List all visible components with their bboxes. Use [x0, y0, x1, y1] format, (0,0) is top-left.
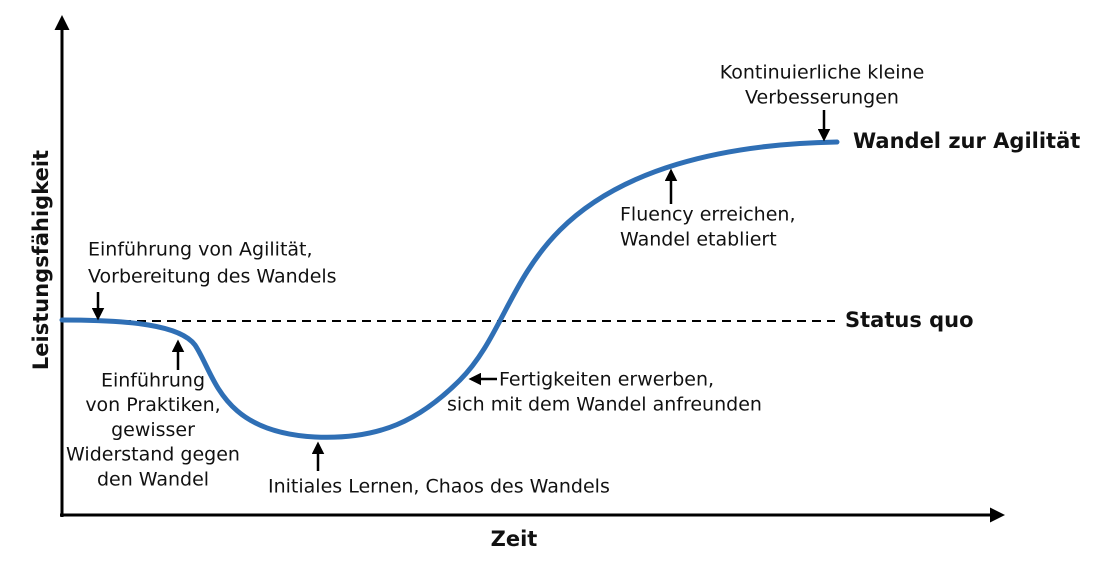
annotation-line: gewisser — [111, 419, 195, 441]
annotation-line: von Praktiken, — [85, 394, 220, 416]
annotation-line: den Wandel — [97, 468, 209, 490]
annotation-line: Widerstand gegen — [66, 444, 240, 466]
annotations: Einführung von Agilität, Vorbereitung des… — [66, 62, 924, 498]
annotation-line: sich mit dem Wandel anfreunden — [447, 394, 762, 416]
annotation-line: Vorbereitung des Wandels — [88, 266, 337, 288]
annotation-line: Wandel etabliert — [620, 229, 777, 251]
annotation-line: Kontinuierliche kleine — [720, 62, 925, 84]
annotation-line: Einführung von Agilität, — [88, 239, 313, 261]
target-label: Wandel zur Agilität — [853, 129, 1080, 153]
annotation-line: Initiales Lernen, Chaos des Wandels — [268, 476, 610, 498]
change-curve — [59, 139, 840, 440]
annotation-line: Einführung — [101, 370, 205, 392]
status-quo-label: Status quo — [845, 308, 974, 332]
annotation-line: Fertigkeiten erwerben, — [499, 369, 714, 391]
arrows — [91, 110, 831, 471]
annotation-line: Verbesserungen — [745, 87, 899, 109]
x-axis-label: Zeit — [491, 527, 538, 551]
annotation-line: Fluency erreichen, — [620, 204, 796, 226]
y-axis-label: Leistungsfähigkeit — [29, 150, 53, 370]
